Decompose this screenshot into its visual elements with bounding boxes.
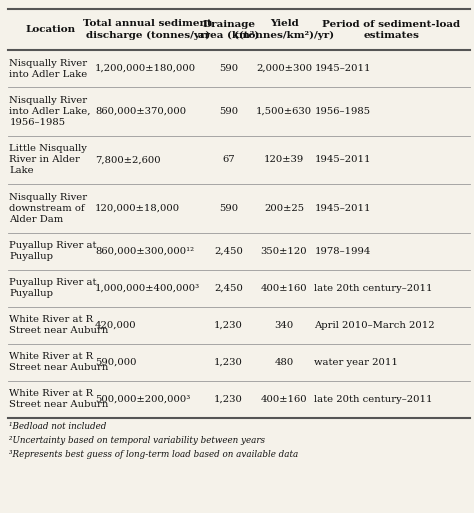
Text: 860,000±300,000¹²: 860,000±300,000¹² — [95, 247, 194, 255]
Text: water year 2011: water year 2011 — [314, 358, 398, 367]
Text: 400±160: 400±160 — [261, 394, 307, 404]
Text: late 20th century–2011: late 20th century–2011 — [314, 284, 433, 292]
Text: Nisqually River
into Adler Lake,
1956–1985: Nisqually River into Adler Lake, 1956–19… — [9, 96, 91, 127]
Text: 67: 67 — [222, 155, 235, 164]
Text: 1956–1985: 1956–1985 — [314, 107, 371, 116]
Text: 420,000: 420,000 — [95, 321, 137, 330]
Text: late 20th century–2011: late 20th century–2011 — [314, 394, 433, 404]
Text: 590: 590 — [219, 107, 238, 116]
Text: White River at R
Street near Auburn: White River at R Street near Auburn — [9, 389, 109, 409]
Text: Puyallup River at
Puyallup: Puyallup River at Puyallup — [9, 278, 97, 298]
Text: 1,000,000±400,000³: 1,000,000±400,000³ — [95, 284, 200, 292]
Text: April 2010–March 2012: April 2010–March 2012 — [314, 321, 435, 330]
Text: 590: 590 — [219, 204, 238, 213]
Text: Little Nisqually
River in Alder
Lake: Little Nisqually River in Alder Lake — [9, 144, 87, 175]
Text: 500,000±200,000³: 500,000±200,000³ — [95, 394, 190, 404]
Text: 120±39: 120±39 — [264, 155, 304, 164]
Text: Location: Location — [26, 25, 76, 34]
Text: 590,000: 590,000 — [95, 358, 137, 367]
Text: White River at R
Street near Auburn: White River at R Street near Auburn — [9, 315, 109, 335]
Text: Period of sediment-load
estimates: Period of sediment-load estimates — [322, 19, 461, 40]
Text: 1945–2011: 1945–2011 — [314, 155, 371, 164]
Text: ³Represents best guess of long-term load based on available data: ³Represents best guess of long-term load… — [9, 450, 299, 459]
Text: 480: 480 — [274, 358, 294, 367]
Text: 120,000±18,000: 120,000±18,000 — [95, 204, 180, 213]
Text: Nisqually River
downstream of
Alder Dam: Nisqually River downstream of Alder Dam — [9, 193, 88, 224]
Text: White River at R
Street near Auburn: White River at R Street near Auburn — [9, 352, 109, 372]
Text: Total annual sediment
discharge (tonnes/yr): Total annual sediment discharge (tonnes/… — [83, 19, 212, 40]
Text: ²Uncertainty based on temporal variability between years: ²Uncertainty based on temporal variabili… — [9, 436, 265, 445]
Text: 2,450: 2,450 — [214, 247, 243, 255]
Text: ¹Bedload not included: ¹Bedload not included — [9, 422, 107, 431]
Text: 1978–1994: 1978–1994 — [314, 247, 371, 255]
Text: 860,000±370,000: 860,000±370,000 — [95, 107, 186, 116]
Text: Puyallup River at
Puyallup: Puyallup River at Puyallup — [9, 241, 97, 261]
Text: 2,000±300: 2,000±300 — [256, 64, 312, 73]
Text: Nisqually River
into Adler Lake: Nisqually River into Adler Lake — [9, 58, 88, 78]
Text: 1945–2011: 1945–2011 — [314, 204, 371, 213]
Text: 200±25: 200±25 — [264, 204, 304, 213]
Text: Drainage
area (km²): Drainage area (km²) — [198, 19, 259, 40]
Text: 1,230: 1,230 — [214, 321, 243, 330]
Text: 1,200,000±180,000: 1,200,000±180,000 — [95, 64, 196, 73]
Text: 350±120: 350±120 — [261, 247, 307, 255]
Text: 1,230: 1,230 — [214, 358, 243, 367]
Text: 340: 340 — [274, 321, 294, 330]
Text: 7,800±2,600: 7,800±2,600 — [95, 155, 161, 164]
Text: 1945–2011: 1945–2011 — [314, 64, 371, 73]
Text: 590: 590 — [219, 64, 238, 73]
Text: 400±160: 400±160 — [261, 284, 307, 292]
Text: Yield
((tonnes/km²)/yr): Yield ((tonnes/km²)/yr) — [234, 19, 334, 40]
Text: 2,450: 2,450 — [214, 284, 243, 292]
Text: 1,500±630: 1,500±630 — [256, 107, 312, 116]
Text: 1,230: 1,230 — [214, 394, 243, 404]
